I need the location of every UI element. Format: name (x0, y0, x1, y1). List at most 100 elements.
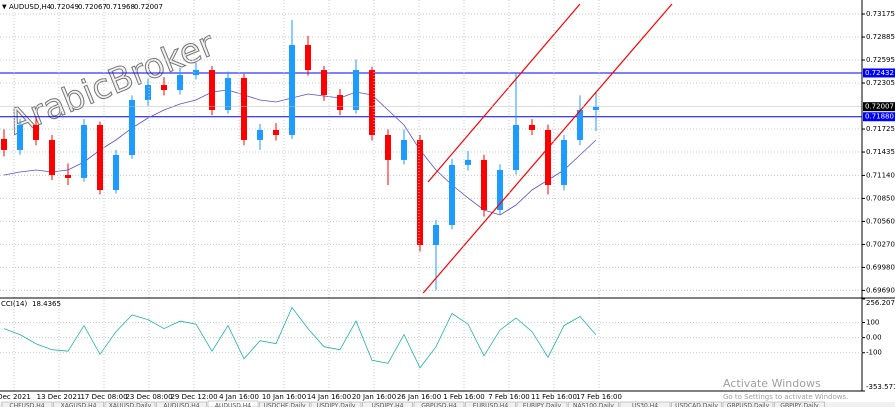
ohlc-value: 0.72049 (50, 3, 79, 11)
y-tick-label: 0.72595 (866, 56, 895, 64)
cci-tick-label: -353.5716 (866, 383, 895, 391)
candle-body (81, 124, 87, 178)
candle-body (273, 129, 279, 135)
x-tick-label: 4 Jan 16:00 (219, 393, 259, 401)
cci-last: 18.4365 (32, 300, 61, 308)
candle-body (385, 134, 391, 160)
tab-label[interactable]: AUDUSD,H4 (163, 403, 199, 410)
candle-body (177, 75, 183, 91)
candle-body (321, 70, 327, 96)
x-tick-label: 13 Dec 2021 (37, 393, 82, 401)
candle-body (529, 124, 535, 130)
y-tick-label: 0.69690 (866, 286, 895, 294)
candle-body (65, 175, 71, 178)
cci-name: CCI(14) (1, 300, 27, 308)
tab-label[interactable]: AUDUSD,H4 (215, 403, 251, 410)
y-tick-label: 0.71435 (866, 148, 895, 156)
tab-label[interactable]: GBPJPY,Daily (780, 403, 819, 410)
candle-body (337, 95, 343, 110)
candle-body (1, 138, 7, 150)
candle-body (17, 124, 23, 150)
candle-body (33, 124, 39, 140)
candle-body (593, 106, 599, 110)
candle-body (353, 70, 359, 110)
x-tick-label: 1 Feb 16:00 (443, 393, 484, 401)
tab-label[interactable]: US30,H4 (632, 403, 658, 410)
x-tick-label: 20 Jan 16:00 (352, 393, 396, 401)
cci-tick-label: 100 (866, 319, 879, 327)
x-tick-label: 23 Dec 08:00 (125, 393, 172, 401)
candle-body (465, 159, 471, 165)
candle-body (481, 159, 487, 211)
y-tick-label: 0.70560 (866, 217, 895, 225)
tab-label[interactable]: USDJPY,H4 (372, 403, 404, 410)
x-tick-label: Dec 2021 (0, 393, 31, 401)
candle-body (257, 129, 263, 140)
hline-label-bg (863, 68, 895, 78)
candle-body (577, 109, 583, 140)
tab-label[interactable]: USDCHF,Daily (263, 403, 306, 410)
candle-body (113, 154, 119, 191)
candle-body (433, 224, 439, 245)
y-tick-label: 0.70850 (866, 194, 895, 202)
candle-body (497, 170, 503, 211)
header-arrow: ▼ (2, 4, 7, 11)
candle-body (49, 139, 55, 176)
os-notice-text: Go to Settings to activate Windows. (723, 393, 848, 401)
candle-body (417, 139, 423, 245)
tab-label[interactable]: EURJPY,Daily (523, 403, 562, 410)
candle-body (241, 77, 247, 140)
price-plot (0, 3, 862, 294)
cci-tick-label: -100 (866, 349, 882, 357)
trendline (427, 3, 581, 183)
candle-body (289, 44, 295, 135)
ohlc-value: 0.72007 (134, 3, 163, 11)
candle-body (545, 129, 551, 186)
candle-body (209, 70, 215, 110)
y-tick-label: 0.73175 (866, 10, 895, 18)
cci-tick-label: 0.00 (866, 334, 882, 342)
cci-line (3, 306, 597, 369)
candle-body (193, 70, 199, 76)
candle-body (513, 124, 519, 171)
candle-body (449, 164, 455, 225)
candle-body (369, 70, 375, 135)
last-price-bg (863, 102, 895, 112)
cci-tick-label: 256.2076 (866, 299, 895, 307)
candle-body (129, 100, 135, 155)
trendline (422, 3, 673, 294)
ohlc-value: 0.71968 (106, 3, 135, 11)
x-tick-label: 10 Jan 16:00 (262, 393, 306, 401)
y-tick-label: 0.72305 (866, 79, 895, 87)
tab-label[interactable]: USDJPY,Daily (317, 403, 356, 410)
tab-label[interactable]: EURUSD,H4 (473, 403, 509, 410)
hline-label-bg (863, 112, 895, 122)
x-tick-label: 11 Feb 16:00 (531, 393, 577, 401)
os-notice-title: Activate Windows (723, 377, 821, 390)
tab-label[interactable]: USDCAD,Daily (675, 403, 718, 410)
symbol: AUDUSD,H4 (9, 3, 52, 11)
tab-label[interactable]: XAUUSD,Daily (109, 403, 152, 410)
x-tick-label: 17 Dec 08:00 (80, 393, 127, 401)
candle-body (161, 85, 167, 91)
candle-body (305, 44, 311, 71)
tab-label[interactable]: XAGUSD,H4 (61, 403, 97, 410)
tab-label[interactable]: GBPUSD,H4 (421, 403, 457, 410)
ohlc-value: 0.72067 (78, 3, 107, 11)
tab-label[interactable]: CHFUSD,H4 (9, 403, 44, 410)
x-tick-label: 26 Jan 16:00 (397, 393, 441, 401)
candle-body (97, 124, 103, 191)
y-tick-label: 0.70270 (866, 240, 895, 248)
hline-label: 0.72432 (865, 69, 894, 77)
hline-label: 0.71880 (865, 113, 894, 121)
x-tick-label: 17 Feb 16:00 (576, 393, 622, 401)
tab-label[interactable]: GBPUSD,Daily (727, 403, 770, 410)
candle-body (561, 139, 567, 186)
tab-label[interactable]: NAS100,Daily (573, 403, 614, 410)
x-tick-label: 29 Dec 12:00 (170, 393, 217, 401)
candle-body (225, 77, 231, 110)
candle-body (401, 139, 407, 160)
last-price-label: 0.72007 (865, 103, 894, 111)
x-tick-label: 14 Jan 16:00 (307, 393, 351, 401)
